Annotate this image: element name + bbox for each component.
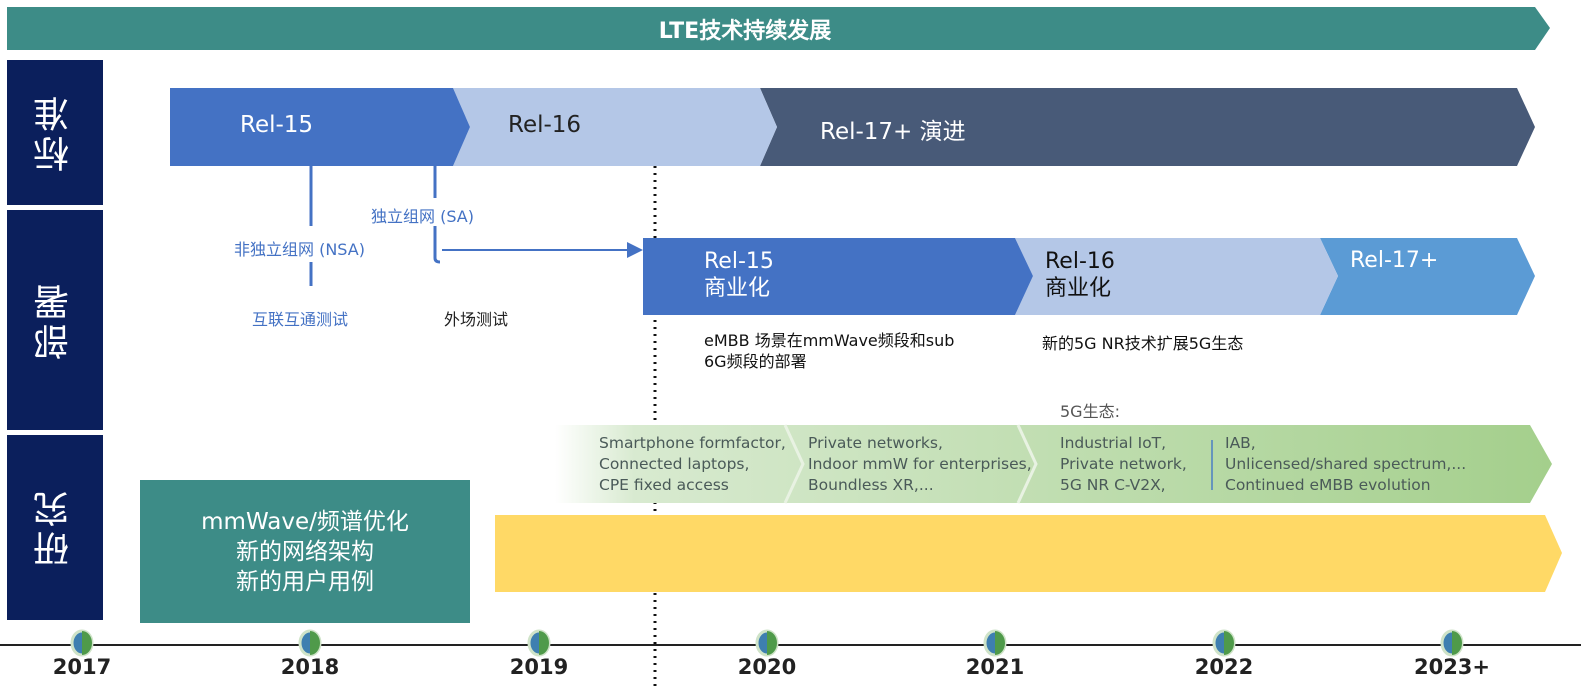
ecosystem-group-4: IAB, Unlicensed/shared spectrum,... Contin… <box>1225 434 1467 494</box>
banner-arrow <box>7 7 1550 50</box>
ecosystem-title: 5G生态: <box>1060 402 1120 421</box>
timeline-marker-half <box>1224 631 1234 655</box>
rel17-deploy-label: Rel-17+ <box>1350 248 1439 273</box>
year-label: 2018 <box>280 655 340 679</box>
research-box <box>140 480 470 623</box>
timeline-marker-half <box>82 631 92 655</box>
rel16-label: Rel-16 <box>508 112 582 138</box>
research-text: mmWave/频谱优化 新的网络架构 新的用户用例 <box>201 509 409 595</box>
row-label-deploy: 部署 <box>7 210 103 430</box>
year-label: 2019 <box>509 655 569 679</box>
nr-note: 新的5G NR技术扩展5G生态 <box>1042 334 1244 353</box>
timeline-marker-half <box>1452 631 1462 655</box>
rel15-deploy-label: Rel-15 商业化 <box>704 249 774 301</box>
ecosystem-group-3: Industrial IoT, Private network, 5G NR C-V… <box>1060 434 1187 494</box>
ecosystem-arrow <box>555 425 1552 503</box>
year-label: 2020 <box>737 655 797 679</box>
branch-connectors <box>309 166 643 286</box>
year-label: 2023+ <box>1413 655 1491 679</box>
timeline-marker-half <box>767 631 777 655</box>
ecosystem-group-2: Private networks, Indoor mmW for enterpri… <box>808 434 1032 494</box>
ecosystem-separators <box>783 424 1038 504</box>
embb-note: eMBB 场景在mmWave频段和sub 6G频段的部署 <box>704 331 955 371</box>
field-test-label: 外场测试 <box>444 310 509 329</box>
rel16-deploy-label: Rel-16 商业化 <box>1045 249 1115 301</box>
timeline-marker-half <box>310 631 320 655</box>
timeline-marker-half <box>539 631 549 655</box>
rel17-deploy-arrow <box>1320 238 1535 315</box>
row-label-standard: 标准 <box>7 60 103 205</box>
row-label-research: 研究 <box>7 435 103 620</box>
rel16-standard-arrow <box>453 88 777 166</box>
ecosystem-group-1: Smartphone formfactor, Connected laptops,… <box>599 434 786 494</box>
sa-label: 独立组网 (SA) <box>371 207 474 226</box>
rel15-standard-arrow <box>170 88 470 166</box>
research-arrow <box>495 515 1562 592</box>
year-label: 2017 <box>52 655 112 679</box>
rel15-label: Rel-15 <box>240 112 314 138</box>
timeline-markers <box>70 629 1464 657</box>
year-label: 2022 <box>1194 655 1254 679</box>
banner-title: LTE技术持续发展 <box>658 19 832 44</box>
year-label: 2021 <box>965 655 1025 679</box>
interop-label: 互联互通测试 <box>252 310 349 329</box>
nsa-label: 非独立组网 (NSA) <box>234 240 365 259</box>
rel17-label: Rel-17+ 演进 <box>820 119 966 145</box>
rel15-deploy-arrow <box>643 238 1033 315</box>
rel17-standard-arrow <box>760 88 1535 166</box>
rel16-deploy-arrow <box>1015 238 1338 315</box>
timeline-marker-half <box>995 631 1005 655</box>
